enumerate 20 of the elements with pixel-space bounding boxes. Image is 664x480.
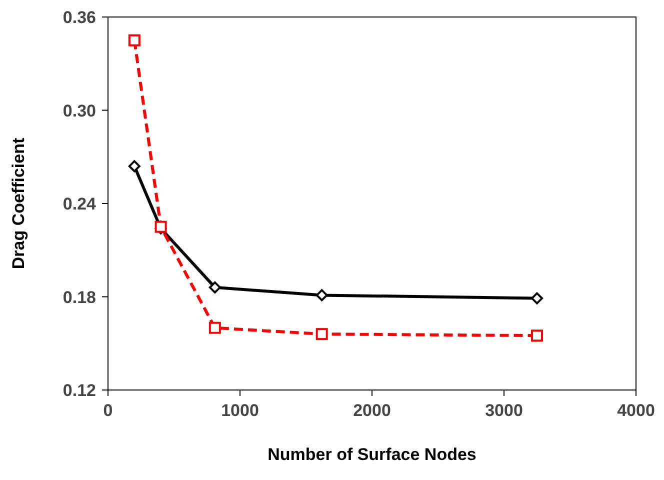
point — [531, 292, 543, 304]
point — [208, 322, 221, 334]
x-axis-title: Number of Surface Nodes — [268, 445, 476, 464]
y-tick-label: 0.36 — [62, 8, 96, 27]
point — [316, 289, 328, 302]
point — [316, 328, 328, 340]
x-tick-label: 1000 — [221, 401, 259, 420]
x-tick-label: 0 — [103, 401, 113, 420]
y-tick-label: 0.18 — [62, 288, 96, 307]
point — [128, 160, 140, 172]
point — [208, 281, 221, 294]
x-tick-label: 2000 — [353, 401, 391, 420]
y-tick-label: 0.12 — [62, 381, 96, 400]
y-tick-label: 0.30 — [62, 101, 96, 120]
x-tick-label: 4000 — [617, 401, 655, 420]
point — [531, 330, 543, 342]
point — [128, 34, 140, 46]
x-tick-label: 3000 — [485, 401, 523, 420]
y-tick-label: 0.24 — [62, 194, 97, 214]
y-axis-title: Drag Coefficient — [9, 138, 28, 270]
